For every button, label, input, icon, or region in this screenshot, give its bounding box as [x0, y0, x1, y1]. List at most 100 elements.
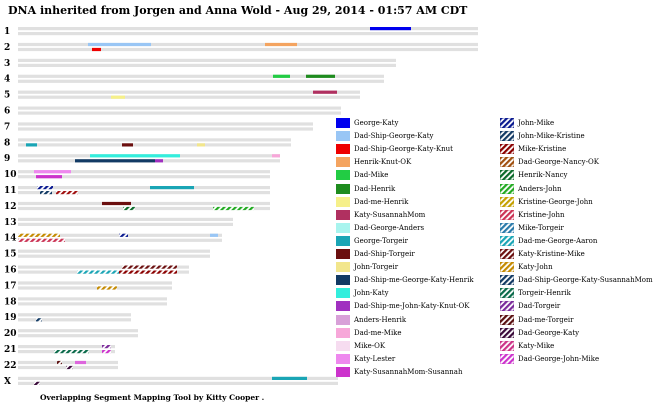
dna-segment[interactable]	[97, 286, 117, 290]
legend-label: Mike-OK	[354, 341, 386, 350]
dna-segment[interactable]	[123, 206, 135, 211]
legend-label: Kristine-George-John	[518, 197, 593, 206]
dna-segment[interactable]	[54, 350, 89, 354]
chromosome-track	[18, 334, 138, 338]
dna-segment[interactable]	[34, 170, 71, 174]
dna-segment[interactable]	[265, 42, 297, 47]
chromosome-track	[18, 143, 291, 147]
legend-swatch	[500, 301, 514, 312]
dna-segment[interactable]	[90, 154, 180, 158]
dna-segment[interactable]	[18, 233, 60, 237]
chromosome-track	[18, 95, 360, 99]
dna-segment[interactable]	[75, 159, 155, 163]
chromosome-track	[18, 201, 270, 206]
chromosome-label: 15	[4, 250, 17, 260]
dna-segment[interactable]	[111, 95, 125, 99]
legend-item: Dad-Ship-George-Katy-Knut	[336, 144, 453, 155]
chromosome-track	[18, 345, 115, 349]
legend-swatch	[500, 144, 514, 155]
legend-label: Katy-John	[518, 263, 553, 272]
legend-item: Mike-Torgeir	[500, 222, 564, 233]
dna-segment[interactable]	[102, 201, 131, 206]
chromosome-track	[18, 265, 189, 269]
dna-segment[interactable]	[306, 74, 335, 78]
dna-segment[interactable]	[102, 345, 111, 349]
legend-item: Dad-Ship-Torgeir	[336, 249, 415, 259]
legend-label: Mike-Kristine	[518, 145, 567, 154]
legend-swatch	[336, 353, 350, 364]
chromosome-track	[18, 222, 233, 226]
dna-segment[interactable]	[122, 265, 177, 269]
legend-item: Katy-Lester	[336, 353, 396, 364]
chromosome-label: 8	[4, 138, 10, 148]
chromosome-track	[18, 191, 270, 195]
legend-label: Katy-Lester	[354, 354, 396, 363]
legend-item: Dad-Ship-me-George-Katy-Henrik	[336, 275, 474, 286]
legend-swatch	[500, 314, 514, 325]
chromosome-track	[18, 360, 118, 365]
dna-segment[interactable]	[56, 191, 78, 195]
dna-segment[interactable]	[34, 381, 40, 385]
dna-segment[interactable]	[119, 270, 177, 274]
legend-label: John-Mike	[518, 119, 555, 127]
dna-segment[interactable]	[122, 143, 133, 147]
dna-segment[interactable]	[213, 206, 254, 211]
dna-segment[interactable]	[313, 90, 337, 94]
dna-segment[interactable]	[18, 238, 65, 242]
legend-item: Dad-George-Nancy-OK	[500, 157, 599, 168]
dna-segment[interactable]	[273, 74, 290, 78]
legend-swatch	[336, 314, 350, 325]
legend-swatch	[500, 288, 514, 299]
chromosome-track	[18, 206, 270, 211]
legend-item: George-Katy	[336, 118, 398, 128]
legend-label: Katy-SusannahMom-Susannah	[354, 367, 463, 376]
chromosome-track	[18, 42, 478, 47]
legend-label: Dad-me-George-Aaron	[518, 236, 598, 245]
legend-item: Dad-George-Anders	[336, 222, 425, 233]
legend-item: Anders-John	[500, 183, 562, 194]
dna-segment[interactable]	[150, 186, 194, 190]
chromosome-label: 20	[4, 329, 17, 339]
dna-segment[interactable]	[36, 175, 62, 179]
chromosome-track	[18, 79, 384, 83]
legend-swatch	[500, 249, 514, 259]
legend-swatch	[336, 118, 350, 128]
legend-label: Dad-Ship-George-Katy-SusannahMom	[518, 276, 653, 285]
chromosome-label: 4	[4, 75, 10, 85]
dna-segment[interactable]	[40, 191, 52, 195]
dna-segment[interactable]	[77, 270, 119, 274]
chromosome-label: 7	[4, 122, 10, 132]
legend-label: Henrik-Nancy	[518, 171, 568, 180]
legend-label: Henrik-Knut-OK	[354, 158, 412, 167]
chromosome-track	[18, 175, 270, 179]
chromosome-track	[18, 27, 478, 31]
dna-segment[interactable]	[36, 318, 42, 322]
chromosome-track	[18, 286, 172, 290]
dna-segment[interactable]	[57, 360, 62, 365]
legend-swatch	[500, 157, 514, 168]
dna-segment[interactable]	[370, 27, 411, 31]
dna-segment[interactable]	[88, 42, 151, 47]
dna-segment[interactable]	[155, 159, 163, 163]
legend-item: Kristine-George-John	[500, 196, 593, 207]
dna-segment[interactable]	[26, 143, 37, 147]
legend-item: Dad-Torgeir	[500, 301, 560, 312]
dna-segment[interactable]	[119, 233, 128, 237]
dna-segment[interactable]	[92, 47, 101, 52]
dna-segment[interactable]	[75, 360, 86, 365]
dna-segment[interactable]	[272, 154, 280, 158]
dna-segment[interactable]	[272, 376, 307, 380]
legend-swatch	[500, 353, 514, 364]
chromosome-label: 2	[4, 43, 10, 53]
chromosome-label: 21	[4, 345, 17, 355]
dna-segment[interactable]	[66, 365, 73, 370]
legend-label: Dad-George-Anders	[354, 223, 425, 232]
dna-segment[interactable]	[37, 186, 53, 190]
legend-label: Dad-Ship-George-Katy-Knut	[354, 145, 453, 154]
dna-segment[interactable]	[102, 350, 111, 354]
legend-item: Dad-George-John-Mike	[500, 353, 599, 364]
dna-segment[interactable]	[210, 233, 218, 237]
dna-segment[interactable]	[197, 143, 205, 147]
legend-label: Anders-Henrik	[354, 315, 407, 324]
legend-swatch	[336, 340, 350, 351]
